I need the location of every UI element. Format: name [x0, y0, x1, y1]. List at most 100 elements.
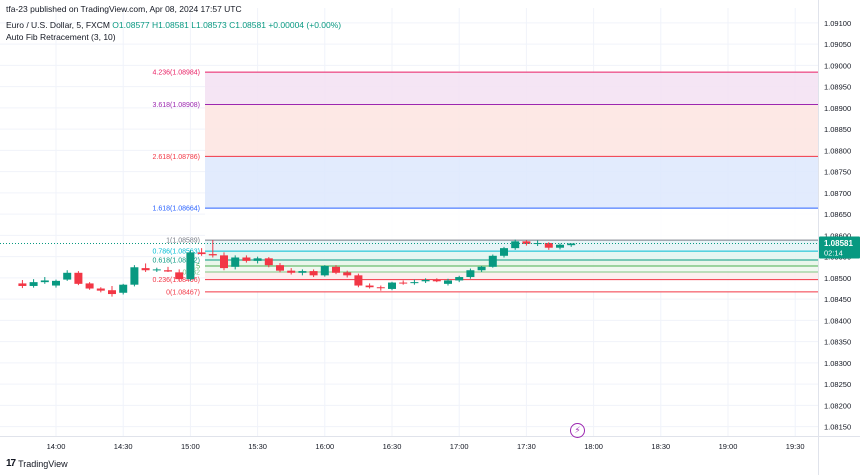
- candle-body: [18, 283, 27, 286]
- candle: [432, 278, 441, 283]
- candle: [332, 265, 340, 275]
- price-tick-label: 1.08800: [824, 146, 851, 155]
- fib-level-label: 0.236(1.08496): [153, 277, 200, 284]
- fib-zone: [205, 104, 818, 157]
- candle: [220, 252, 228, 271]
- candle-body: [276, 265, 284, 271]
- candle-body: [309, 271, 318, 276]
- candle-body: [119, 284, 128, 293]
- candle-body: [556, 244, 564, 248]
- candle: [264, 257, 273, 268]
- candle-body: [298, 271, 307, 273]
- candle: [40, 277, 49, 284]
- candle: [298, 269, 307, 276]
- fib-zone: [205, 208, 818, 241]
- candle-body: [466, 270, 475, 278]
- candle: [141, 263, 150, 272]
- price-tick-label: 1.08850: [824, 125, 851, 134]
- candle-body: [488, 255, 497, 267]
- candle: [522, 240, 531, 246]
- time-tick-label: 18:30: [651, 442, 670, 451]
- candle-body: [175, 272, 184, 280]
- price-tick-label: 1.08500: [824, 274, 851, 283]
- candle-body: [152, 269, 161, 271]
- last-price-label: 1.08581: [824, 239, 853, 248]
- candle: [455, 275, 464, 283]
- price-tick-label: 1.08200: [824, 401, 851, 410]
- candles: [18, 239, 576, 297]
- candle: [186, 250, 195, 281]
- fib-zone: [205, 72, 818, 105]
- ohlc-low: L1.08573: [191, 20, 227, 30]
- fib-level-label: 1(1.08589): [166, 238, 200, 245]
- candle-body: [186, 252, 195, 280]
- symbol-name[interactable]: Euro / U.S. Dollar, 5, FXCM: [6, 20, 110, 30]
- candle: [63, 270, 72, 281]
- candle: [388, 281, 396, 291]
- candle-body: [253, 258, 262, 261]
- candle-body: [365, 285, 374, 288]
- price-tick-label: 1.08650: [824, 210, 851, 219]
- fib-zone: [205, 271, 818, 280]
- ohlc-change: +0.00004 (+0.00%): [268, 20, 342, 30]
- fib-level-label: 3.618(1.08908): [153, 102, 200, 109]
- candle: [544, 242, 553, 250]
- candle-body: [432, 280, 441, 282]
- candle: [119, 283, 128, 295]
- price-tick-label: 1.08750: [824, 168, 851, 177]
- candle-body: [264, 258, 273, 266]
- candle-body: [231, 257, 240, 267]
- price-tick-label: 1.08150: [824, 423, 851, 432]
- candle-body: [522, 241, 531, 244]
- price-tick-label: 1.08900: [824, 104, 851, 113]
- candle: [231, 255, 240, 270]
- candle: [175, 269, 184, 282]
- candle-body: [40, 280, 49, 283]
- time-tick-label: 14:00: [47, 442, 66, 451]
- price-tick-label: 1.08350: [824, 338, 851, 347]
- candle-body: [52, 280, 60, 286]
- ohlc-high: H1.08581: [152, 20, 189, 30]
- candle: [52, 279, 60, 288]
- fib-level-label: 0.786(1.08563): [153, 249, 200, 256]
- candle: [354, 273, 363, 288]
- candle: [287, 268, 296, 275]
- price-tick-label: 1.08600: [824, 231, 851, 240]
- time-tick-label: 19:00: [719, 442, 738, 451]
- fib-level-label: 4.236(1.08984): [153, 70, 200, 77]
- candle: [276, 263, 284, 273]
- tradingview-logo-icon: 17: [6, 458, 16, 469]
- candle: [365, 283, 374, 289]
- candle: [96, 287, 105, 293]
- candle-body: [242, 257, 251, 261]
- candle: [309, 269, 318, 278]
- fib-zone: [205, 279, 818, 292]
- time-tick-label: 16:00: [315, 442, 334, 451]
- candle: [152, 267, 161, 272]
- candle: [18, 280, 27, 289]
- candle: [410, 279, 419, 285]
- candle-body: [208, 254, 217, 256]
- price-tick-label: 1.09100: [824, 19, 851, 28]
- candle-body: [343, 272, 352, 276]
- candle: [500, 246, 508, 258]
- price-tick-label: 1.08450: [824, 295, 851, 304]
- candle-body: [500, 248, 508, 256]
- candle: [421, 278, 430, 283]
- time-tick-label: 15:30: [248, 442, 267, 451]
- candle-body: [108, 290, 116, 295]
- time-tick-label: 18:00: [584, 442, 603, 451]
- candle: [130, 265, 139, 287]
- candle-body: [376, 287, 385, 289]
- fib-zone: [205, 156, 818, 209]
- last-price-tag: [819, 236, 860, 259]
- fib-retracement: 4.236(1.08984) 3.618(1.08908) 2.618(1.0878…: [153, 70, 818, 296]
- lightning-icon[interactable]: ⚡: [570, 423, 585, 438]
- fib-level-label: 1.618(1.08664): [153, 206, 200, 213]
- symbol-legend: Euro / U.S. Dollar, 5, FXCM O1.08577 H1.…: [6, 20, 341, 30]
- indicator-legend[interactable]: Auto Fib Retracement (3, 10): [6, 32, 116, 42]
- candle-body: [287, 270, 296, 273]
- candle-body: [567, 243, 576, 246]
- tradingview-brand[interactable]: 17 TradingView: [6, 458, 68, 469]
